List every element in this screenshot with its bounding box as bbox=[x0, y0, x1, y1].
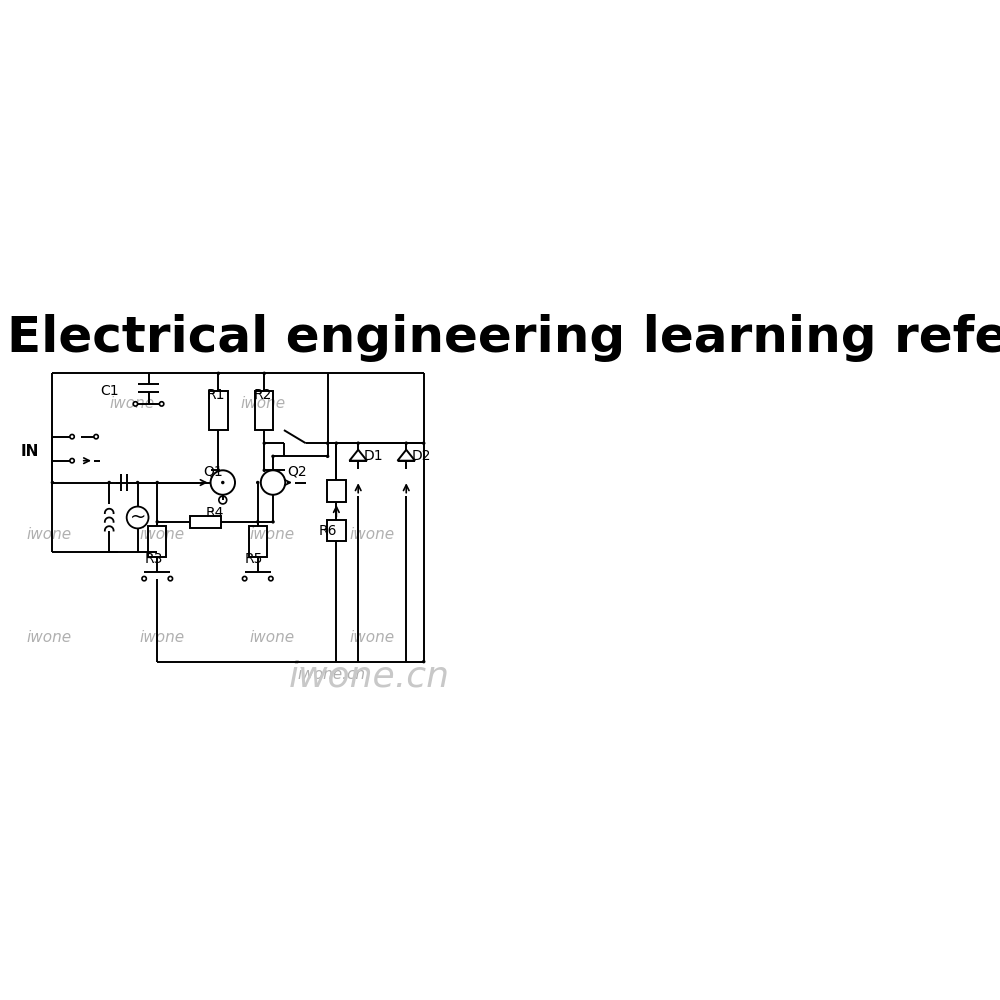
Circle shape bbox=[335, 441, 338, 445]
Text: Q1: Q1 bbox=[203, 465, 223, 479]
Circle shape bbox=[51, 481, 54, 484]
Circle shape bbox=[70, 434, 74, 439]
Text: R2: R2 bbox=[253, 388, 272, 402]
Bar bbox=[148, 526, 166, 557]
Circle shape bbox=[217, 469, 220, 472]
Circle shape bbox=[133, 402, 138, 406]
Text: iwone: iwone bbox=[26, 630, 71, 645]
Circle shape bbox=[261, 470, 285, 495]
Text: R6: R6 bbox=[319, 524, 337, 538]
Circle shape bbox=[242, 576, 247, 581]
Circle shape bbox=[269, 576, 273, 581]
Circle shape bbox=[256, 481, 259, 484]
Text: iwone: iwone bbox=[240, 396, 285, 411]
Bar bbox=[209, 391, 228, 430]
Text: Electrical engineering learning reference chart: Electrical engineering learning referenc… bbox=[7, 314, 1000, 362]
Bar bbox=[255, 391, 273, 430]
Text: Q2: Q2 bbox=[287, 465, 307, 479]
Text: R1: R1 bbox=[206, 388, 225, 402]
Circle shape bbox=[263, 469, 266, 472]
Text: R3: R3 bbox=[144, 552, 163, 566]
Text: iwone: iwone bbox=[349, 527, 395, 542]
Circle shape bbox=[263, 441, 266, 445]
Circle shape bbox=[107, 481, 111, 484]
Text: ~: ~ bbox=[129, 508, 146, 527]
Text: D2: D2 bbox=[411, 449, 431, 463]
Text: IN: IN bbox=[21, 444, 39, 459]
Circle shape bbox=[142, 576, 146, 581]
Text: R4: R4 bbox=[205, 506, 224, 520]
Circle shape bbox=[422, 441, 425, 445]
Text: iwone.cn: iwone.cn bbox=[297, 667, 365, 682]
Circle shape bbox=[94, 434, 98, 439]
Text: C1: C1 bbox=[100, 384, 119, 398]
Text: iwone: iwone bbox=[109, 396, 154, 411]
Circle shape bbox=[211, 470, 235, 495]
Text: iwone: iwone bbox=[26, 527, 71, 542]
Text: iwone: iwone bbox=[249, 527, 294, 542]
Circle shape bbox=[271, 520, 275, 524]
Circle shape bbox=[156, 520, 159, 524]
Bar bbox=[327, 480, 346, 502]
Circle shape bbox=[168, 576, 173, 581]
Circle shape bbox=[326, 455, 329, 458]
Circle shape bbox=[217, 372, 220, 375]
Circle shape bbox=[156, 481, 159, 484]
Circle shape bbox=[356, 441, 360, 445]
Circle shape bbox=[221, 481, 225, 484]
Circle shape bbox=[70, 459, 74, 463]
Text: R5: R5 bbox=[245, 552, 263, 566]
Circle shape bbox=[136, 481, 139, 484]
Circle shape bbox=[271, 455, 275, 458]
Circle shape bbox=[422, 660, 425, 663]
Bar bbox=[190, 516, 221, 528]
Circle shape bbox=[404, 441, 408, 445]
Bar bbox=[249, 526, 267, 557]
Text: iwone: iwone bbox=[140, 630, 185, 645]
Text: iwone: iwone bbox=[249, 630, 294, 645]
Text: iwone: iwone bbox=[349, 630, 395, 645]
Circle shape bbox=[326, 441, 329, 445]
Text: iwone.cn: iwone.cn bbox=[288, 660, 449, 694]
Text: D1: D1 bbox=[363, 449, 383, 463]
Bar bbox=[327, 520, 346, 541]
Text: iwone: iwone bbox=[140, 527, 185, 542]
Circle shape bbox=[159, 402, 164, 406]
Circle shape bbox=[256, 520, 259, 524]
Circle shape bbox=[263, 372, 266, 375]
